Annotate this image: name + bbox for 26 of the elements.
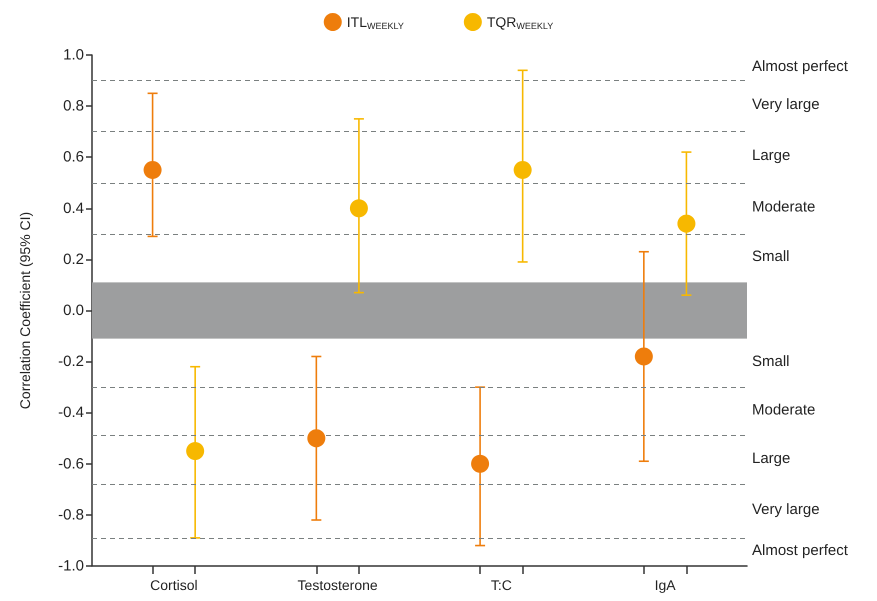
text: Almost perfect	[752, 58, 849, 75]
y-axis-title: Correlation Coefficient (95% CI)	[17, 212, 33, 410]
text: Moderate	[752, 401, 816, 418]
x-tick-label: IgA	[654, 577, 676, 593]
y-tick-label: 0.6	[63, 148, 84, 166]
y-tick-label: -1.0	[58, 558, 84, 574]
text: Very large	[752, 96, 820, 114]
y-tick-label: 0.0	[63, 302, 84, 319]
y-tick-label: -0.8	[58, 506, 84, 524]
y-tick-label: 0.2	[63, 250, 84, 268]
text: Large	[752, 450, 790, 467]
text: Small	[752, 248, 790, 266]
y-tick-label: -0.4	[58, 404, 84, 422]
x-tick-label: Testosterone	[298, 577, 378, 593]
text: Small	[752, 352, 790, 370]
text: Very large	[752, 501, 820, 518]
text: Moderate	[752, 198, 816, 216]
text: Almost perfect	[752, 542, 849, 559]
text: Large	[752, 147, 790, 164]
x-tick-label: T:C	[490, 577, 512, 593]
y-tick-label: 0.8	[63, 98, 84, 115]
y-tick-label: -0.6	[58, 455, 84, 472]
x-tick-label: Cortisol	[150, 577, 198, 593]
y-tick-label: 1.0	[63, 46, 84, 64]
y-tick-label: -0.2	[58, 353, 84, 370]
y-tick-label: 0.4	[63, 200, 84, 217]
